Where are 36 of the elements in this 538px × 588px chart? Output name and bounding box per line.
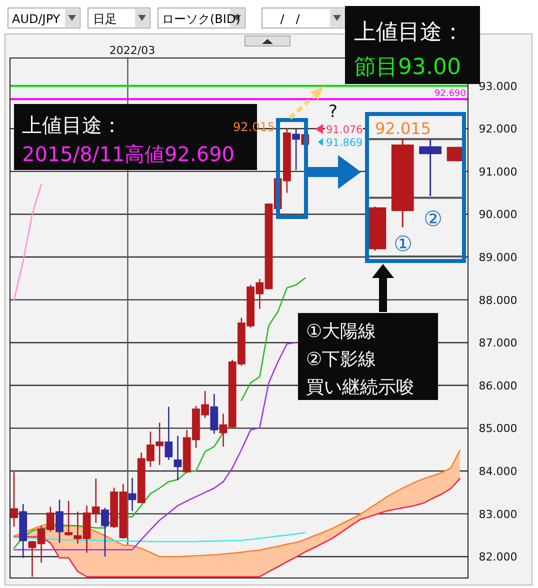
ref-line-label: 92.690 xyxy=(434,89,466,100)
x-tick-label: 2022/03 xyxy=(109,44,156,57)
y-tick-label: 89.000 xyxy=(478,251,518,264)
text: 上値目途： xyxy=(354,20,464,45)
text: / / xyxy=(280,12,301,26)
y-tick-label: 90.000 xyxy=(478,208,518,222)
annotation: 節目93.00 xyxy=(354,55,461,80)
y-tick-label: 88.000 xyxy=(478,294,518,307)
line-series xyxy=(13,184,42,300)
line-series xyxy=(13,478,460,578)
y-tick-label: 83.000 xyxy=(478,508,518,521)
y-tick-label: 84.000 xyxy=(478,465,518,478)
annotation: 買い継続示唆 xyxy=(306,377,414,398)
text: 日足 xyxy=(93,12,117,26)
annotation: 91.869 xyxy=(326,137,363,149)
y-tick-label: 92.000 xyxy=(478,122,518,136)
annotation: 91.076 xyxy=(326,124,364,136)
text: AUD/JPY xyxy=(12,12,61,26)
annotation: ②下影線 xyxy=(306,349,376,370)
annotation: ② xyxy=(424,207,442,231)
y-tick-label: 93.000 xyxy=(478,80,518,93)
annotation: 上値目途： xyxy=(22,113,122,137)
y-tick-label: 91.000 xyxy=(478,165,518,178)
annotation: 2015/8/11高値92.690 xyxy=(22,142,235,166)
y-tick-label: 82.000 xyxy=(478,550,518,564)
line-series xyxy=(13,342,297,550)
annotation: 92.015 xyxy=(375,119,431,138)
annotation: ① xyxy=(394,232,412,256)
line-series xyxy=(13,450,460,558)
y-tick-label: 87.000 xyxy=(478,336,518,350)
annotation: ①大陽線 xyxy=(306,321,376,342)
text: ローソク(BID) xyxy=(162,12,240,26)
y-tick-label: 86.000 xyxy=(478,379,518,392)
annotation: 92.015 xyxy=(233,120,275,134)
y-tick-label: 85.000 xyxy=(478,422,518,436)
annotation: ? xyxy=(328,102,338,122)
